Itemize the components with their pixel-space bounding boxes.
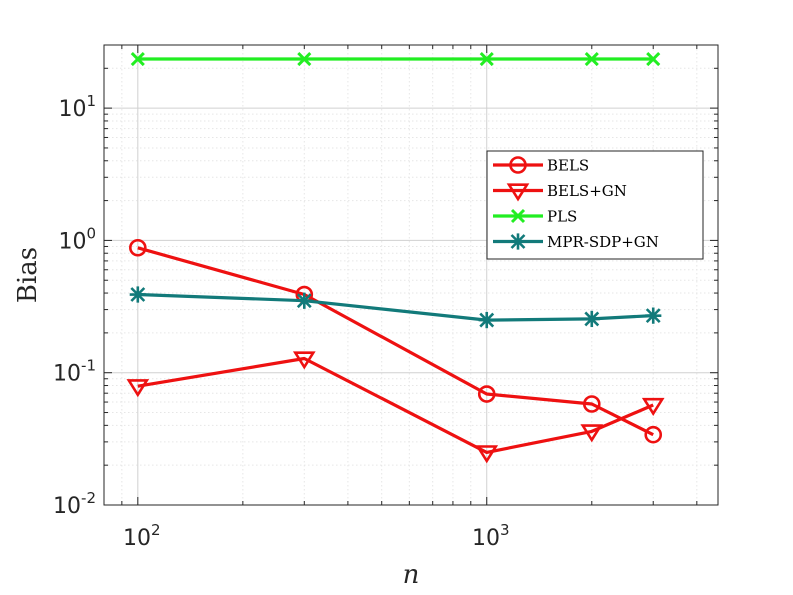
data-point [478,311,495,329]
triangle-marker-shape [126,379,150,398]
x-marker-stroke [584,51,599,67]
series-line [137,246,654,437]
circle-marker-shape [477,385,496,403]
circle-marker-shape [129,238,147,257]
data-point [477,385,496,403]
data-point [645,307,662,324]
legend-swatch-marker [509,233,527,250]
legend: BELS BELS+GN PLS MPR-SDP+GN [486,150,704,260]
triangle-marker-shape [475,445,499,464]
x-tick-label: 103 [472,521,510,551]
legend-label: BELS [547,157,589,175]
legend-entry: PLS [493,208,577,226]
data-point [475,445,499,464]
triangle-marker-shape [506,183,530,202]
legend-label: PLS [547,208,577,226]
legend-entry: MPR-SDP+GN [493,233,659,251]
circle-marker-shape [644,425,663,444]
axes-box [103,44,719,506]
x-marker-stroke [297,51,312,67]
data-point [644,425,663,444]
legend-entry: BELS+GN [493,182,627,202]
data-point [297,51,312,67]
legend-swatch-marker [510,208,526,224]
series-mpr-sdp-gn [129,286,662,329]
y-tick-label: 100 [58,224,96,254]
legend-entry: BELS [493,156,589,175]
triangle-marker-shape [580,424,604,443]
x-marker-stroke [646,51,661,67]
series-line [137,356,654,454]
y-tick-label: 10-2 [53,489,96,519]
triangle-marker-shape [641,397,665,417]
y-axis-label: Bias [13,247,43,303]
data-point [580,424,604,443]
grid [103,44,718,506]
y-tick-label: 10-1 [53,357,96,387]
x-marker-stroke [130,51,145,67]
circle-marker-shape [582,395,601,413]
x-marker-stroke [510,208,526,224]
x-marker-stroke [479,51,494,67]
data-point [130,51,145,67]
data-point [129,238,147,257]
legend-swatch-marker [509,156,527,174]
x-tick-label: 102 [123,521,161,551]
data-point [129,286,146,303]
circle-marker-shape [509,156,527,174]
data-point [479,51,494,67]
legend-label: BELS+GN [547,182,627,200]
legend-swatch-marker [506,183,530,202]
ticks [103,44,718,506]
tick-labels: 102 103 101 100 10-1 10-2 [53,92,509,551]
data-point [126,379,150,398]
series-layer [126,51,665,464]
series-bels-gn [126,351,665,464]
data-point [292,351,316,370]
data-point [646,51,661,67]
legend-label: MPR-SDP+GN [547,233,659,251]
series-pls [130,51,661,67]
x-axis-label: n [403,560,420,590]
y-tick-label: 101 [58,92,96,122]
data-point [584,51,599,67]
triangle-marker-shape [292,351,316,370]
data-point [296,292,313,309]
data-point [583,310,600,328]
data-point [582,395,601,413]
data-point [641,397,665,417]
